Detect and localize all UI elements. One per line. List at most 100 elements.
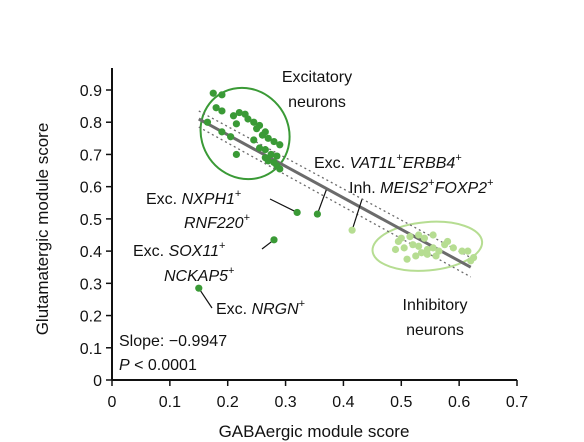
data-point-inhibitory-neurons [394, 237, 402, 246]
data-point-excitatory-neurons [267, 150, 275, 159]
excitatory-group-label: Excitatory [282, 69, 352, 86]
data-point-inhibitory-neurons [467, 257, 475, 265]
data-point-inhibitory-neurons [415, 231, 423, 239]
data-point-inhibitory-neurons [443, 237, 452, 246]
y-tick-label: 0.1 [80, 341, 102, 358]
data-point-inhibitory-neurons [449, 244, 457, 252]
y-tick-label: 0.8 [80, 115, 102, 132]
data-point-inhibitory-neurons [406, 233, 414, 241]
data-point-inhibitory-neurons [432, 252, 440, 260]
y-tick-label: 0.4 [80, 244, 102, 261]
axes: 0 0.1 0.2 0.3 0.4 0.5 0.6 0.7 0 0.1 0.2 0.3 0.4 0.5 0.… [80, 68, 528, 411]
data-point-excitatory-neurons [244, 115, 252, 123]
nckap5-sup: + [228, 265, 234, 277]
rnf220-label: RNF220+ [184, 212, 250, 232]
nxph1-sup: + [235, 188, 241, 200]
ci-lower-line [198, 126, 472, 278]
data-point-inhibitory-neurons [412, 252, 420, 260]
sox11-gene: SOX11 [169, 243, 219, 260]
data-point-inhibitory-neurons [420, 234, 429, 242]
data-point-inhibitory-neurons [391, 245, 400, 254]
x-tick-label: 0.7 [506, 394, 528, 411]
data-point-excitatory-neurons [203, 118, 212, 126]
excitatory-group-label-line1: Excitatory [282, 69, 352, 86]
data-point-excitatory-neurons [227, 133, 235, 141]
y-tick-label: 0.3 [80, 276, 102, 293]
data-point-inhibitory-neurons [415, 242, 423, 250]
fit-line [198, 117, 472, 269]
group-ellipses [199, 86, 484, 272]
data-point-inhibitory-neurons [458, 247, 466, 255]
data-point-outliers [195, 284, 203, 292]
inhibitory-group-label-line1: Inhibitory [403, 297, 468, 314]
data-point-inhibitory-neurons [409, 241, 417, 249]
nrgn-gene: NRGN [252, 301, 300, 318]
data-point-excitatory-neurons [258, 131, 267, 139]
inhibitory-ellipse [371, 220, 484, 272]
data-points [195, 89, 478, 292]
data-point-outliers [313, 210, 321, 218]
data-point-excitatory-neurons [264, 134, 272, 142]
nxph1-leader [269, 198, 298, 213]
p-rest: < 0.0001 [130, 357, 197, 374]
excitatory-group-label-2: neurons [288, 94, 346, 111]
excitatory-group-label-line2: neurons [288, 94, 346, 111]
data-point-excitatory-neurons [235, 108, 243, 117]
y-tick-label: 0 [93, 373, 102, 390]
data-point-inhibitory-neurons [423, 250, 431, 258]
y-axis-title: Glutamatergic module score [33, 123, 52, 336]
nrgn-prefix: Exc. [216, 301, 252, 318]
nckap5-gene: NCKAP5 [164, 268, 228, 285]
p-letter: P [119, 357, 130, 374]
data-point-excitatory-neurons [273, 152, 281, 160]
data-point-excitatory-neurons [250, 136, 258, 144]
meis2-prefix: Inh. [349, 180, 380, 197]
meis2-leader [351, 199, 363, 231]
nrgn-leader [198, 287, 213, 309]
data-point-excitatory-neurons [212, 104, 220, 112]
meis2-sup2: + [487, 177, 493, 189]
meis2-gene: MEIS2 [380, 180, 428, 197]
slope-text: Slope: −0.9947 [119, 333, 227, 350]
vat1l-label: Exc. VAT1L+ERBB4+ [314, 152, 462, 172]
data-point-outliers [270, 236, 278, 244]
data-point-excitatory-neurons [255, 144, 264, 152]
sox11-sup: + [219, 240, 225, 252]
data-point-inhibitory-neurons [417, 249, 426, 257]
nxph1-prefix: Exc. [146, 191, 182, 208]
data-point-inh-meis2-foxp2 [348, 226, 356, 234]
data-point-inhibitory-neurons [403, 255, 411, 263]
ci-upper-line [198, 110, 472, 259]
inhibitory-group-label: Inhibitory [403, 297, 468, 314]
data-point-excitatory-neurons [261, 154, 269, 162]
data-point-excitatory-neurons [229, 112, 238, 120]
excitatory-ellipse [199, 86, 291, 181]
data-point-excitatory-neurons [232, 150, 240, 159]
nrgn-sup: + [299, 298, 305, 310]
data-point-excitatory-neurons [270, 137, 278, 146]
meis2-label: Inh. MEIS2+FOXP2+ [349, 177, 494, 197]
x-tick-label: 0.4 [332, 394, 354, 411]
data-point-excitatory-neurons [276, 141, 284, 149]
data-point-outliers [293, 208, 301, 217]
x-tick-label: 0.5 [390, 394, 412, 411]
nxph1-gene: NXPH1 [182, 191, 235, 208]
rnf220-gene: RNF220 [184, 215, 244, 232]
vat1l-gene: VAT1L [350, 155, 397, 172]
data-point-excitatory-neurons [218, 91, 226, 99]
data-point-inhibitory-neurons [429, 244, 437, 252]
y-tick-label: 0.7 [80, 147, 102, 164]
sox11-label: Exc. SOX11+ [133, 240, 225, 260]
nrgn-label: Exc. NRGN+ [216, 298, 305, 318]
vat1l-prefix: Exc. [314, 155, 350, 172]
y-tick-label: 0.2 [80, 309, 102, 326]
annotation-leaders [198, 189, 363, 309]
nckap5-label: NCKAP5+ [164, 265, 234, 285]
data-point-excitatory-neurons [276, 165, 284, 173]
inhibitory-group-label-2: neurons [406, 322, 464, 339]
meis2-sup1: + [428, 177, 434, 189]
inhibitory-group-label-line2: neurons [406, 322, 464, 339]
rnf220-sup: + [244, 212, 250, 224]
y-tick-label: 0.9 [80, 83, 102, 100]
